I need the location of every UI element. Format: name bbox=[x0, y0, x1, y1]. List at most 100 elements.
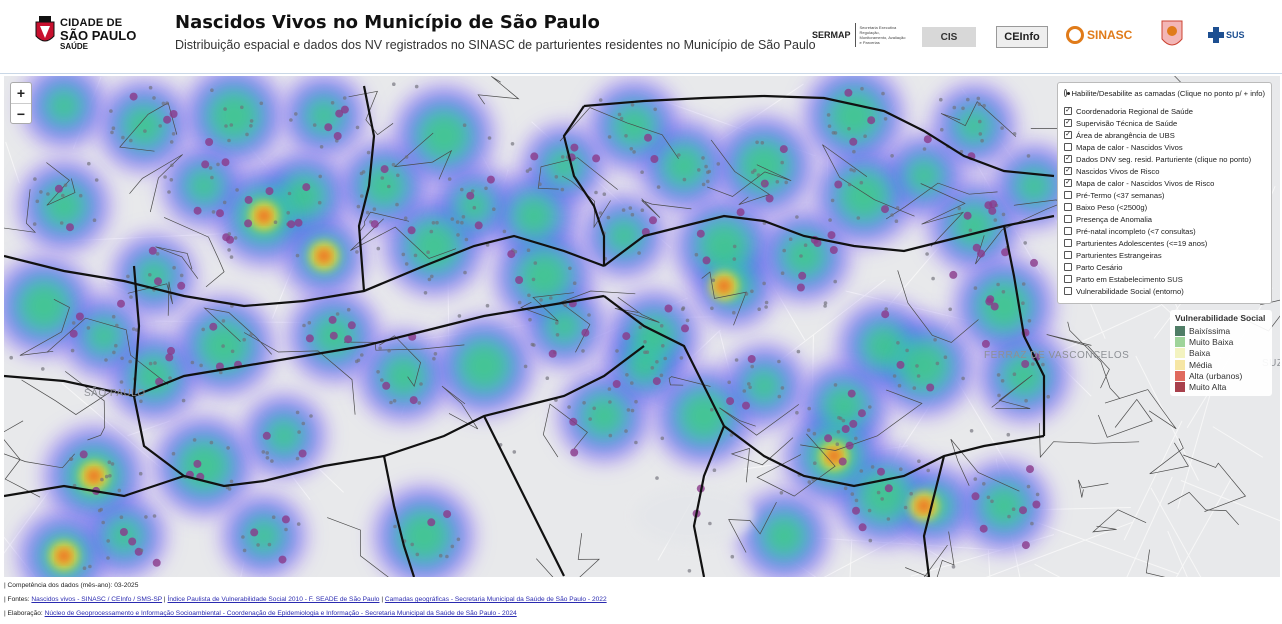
birth-point[interactable] bbox=[757, 307, 761, 311]
birth-point[interactable] bbox=[780, 160, 784, 165]
birth-point[interactable] bbox=[948, 307, 952, 312]
risk-birth-point[interactable] bbox=[702, 256, 711, 265]
birth-point[interactable] bbox=[849, 167, 853, 172]
birth-point[interactable] bbox=[199, 363, 203, 368]
risk-birth-point[interactable] bbox=[324, 123, 333, 132]
birth-point[interactable] bbox=[161, 101, 166, 106]
risk-birth-point[interactable] bbox=[333, 132, 342, 140]
birth-point[interactable] bbox=[461, 215, 466, 219]
risk-birth-point[interactable] bbox=[221, 158, 230, 167]
birth-point[interactable] bbox=[33, 177, 37, 181]
layer-checkbox[interactable] bbox=[1064, 287, 1072, 295]
birth-point[interactable] bbox=[659, 324, 664, 328]
birth-point[interactable] bbox=[734, 358, 739, 362]
birth-point[interactable] bbox=[905, 348, 909, 353]
birth-point[interactable] bbox=[926, 468, 930, 473]
birth-point[interactable] bbox=[114, 343, 118, 348]
birth-point[interactable] bbox=[594, 190, 598, 195]
birth-point[interactable] bbox=[287, 191, 292, 196]
regional-boundaries[interactable] bbox=[4, 85, 1055, 577]
risk-birth-point[interactable] bbox=[849, 137, 858, 146]
risk-birth-point[interactable] bbox=[287, 220, 296, 229]
layer-checkbox[interactable] bbox=[1064, 203, 1072, 211]
layer-checkbox[interactable]: ✓ bbox=[1064, 167, 1072, 175]
birth-point[interactable] bbox=[630, 212, 635, 217]
risk-birth-point[interactable] bbox=[466, 191, 475, 200]
risk-birth-point[interactable] bbox=[1030, 258, 1038, 267]
birth-point[interactable] bbox=[233, 236, 238, 240]
birth-point[interactable] bbox=[121, 135, 125, 140]
birth-point[interactable] bbox=[1000, 379, 1005, 383]
risk-birth-point[interactable] bbox=[370, 220, 379, 229]
birth-point[interactable] bbox=[653, 107, 657, 112]
birth-point[interactable] bbox=[513, 249, 518, 254]
risk-birth-point[interactable] bbox=[474, 221, 483, 230]
birth-point[interactable] bbox=[158, 124, 162, 128]
risk-birth-point[interactable] bbox=[515, 276, 524, 284]
birth-point[interactable] bbox=[993, 218, 998, 222]
birth-point[interactable] bbox=[319, 145, 324, 149]
birth-point[interactable] bbox=[487, 136, 492, 140]
risk-birth-point[interactable] bbox=[305, 334, 314, 343]
risk-birth-point[interactable] bbox=[265, 187, 274, 196]
risk-birth-point[interactable] bbox=[193, 206, 202, 215]
layer-item[interactable]: Parto em Estabelecimento SUS bbox=[1064, 273, 1265, 285]
risk-birth-point[interactable] bbox=[881, 310, 890, 319]
birth-point[interactable] bbox=[799, 254, 803, 258]
risk-birth-point[interactable] bbox=[726, 397, 735, 406]
birth-point[interactable] bbox=[171, 451, 176, 456]
risk-birth-point[interactable] bbox=[981, 339, 990, 348]
layer-item[interactable]: Baixo Peso (<2500g) bbox=[1064, 201, 1265, 213]
birth-point[interactable] bbox=[152, 96, 156, 100]
layers-toggle-all[interactable]: Habilite/Desabilite as camadas (Clique n… bbox=[1064, 87, 1265, 99]
birth-point[interactable] bbox=[750, 289, 754, 294]
birth-point[interactable] bbox=[560, 187, 565, 192]
birth-point[interactable] bbox=[208, 166, 213, 170]
birth-point[interactable] bbox=[410, 542, 415, 547]
birth-point[interactable] bbox=[460, 187, 464, 192]
birth-point[interactable] bbox=[330, 101, 335, 105]
birth-point[interactable] bbox=[32, 222, 37, 226]
birth-point[interactable] bbox=[742, 389, 747, 393]
birth-point[interactable] bbox=[41, 367, 45, 371]
birth-point[interactable] bbox=[806, 428, 811, 433]
birth-point[interactable] bbox=[621, 208, 626, 212]
birth-point[interactable] bbox=[780, 386, 785, 390]
birth-point[interactable] bbox=[528, 317, 532, 322]
risk-birth-point[interactable] bbox=[988, 206, 997, 215]
birth-point[interactable] bbox=[961, 376, 965, 381]
birth-point[interactable] bbox=[560, 155, 565, 159]
layer-checkbox[interactable] bbox=[1064, 275, 1072, 283]
risk-birth-point[interactable] bbox=[407, 226, 416, 235]
birth-point[interactable] bbox=[249, 124, 253, 128]
zoom-in-button[interactable]: + bbox=[16, 85, 26, 101]
risk-birth-point[interactable] bbox=[652, 377, 661, 386]
risk-birth-point[interactable] bbox=[281, 515, 290, 524]
risk-birth-point[interactable] bbox=[79, 450, 88, 459]
birth-point[interactable] bbox=[712, 468, 717, 473]
birth-point[interactable] bbox=[706, 179, 710, 184]
risk-birth-point[interactable] bbox=[845, 441, 854, 450]
birth-point[interactable] bbox=[525, 169, 530, 173]
birth-point[interactable] bbox=[392, 399, 397, 403]
birth-point[interactable] bbox=[110, 462, 115, 466]
birth-point[interactable] bbox=[545, 376, 550, 381]
birth-point[interactable] bbox=[492, 207, 496, 211]
birth-point[interactable] bbox=[110, 130, 114, 135]
birth-point[interactable] bbox=[415, 552, 420, 557]
risk-birth-point[interactable] bbox=[979, 524, 988, 533]
birth-point[interactable] bbox=[392, 82, 396, 86]
birth-point[interactable] bbox=[795, 410, 799, 415]
birth-point[interactable] bbox=[227, 138, 231, 143]
risk-birth-point[interactable] bbox=[380, 165, 389, 174]
birth-point[interactable] bbox=[608, 433, 613, 438]
dnv-points[interactable] bbox=[9, 82, 1050, 573]
birth-point[interactable] bbox=[624, 429, 628, 433]
birth-point[interactable] bbox=[655, 476, 659, 480]
birth-point[interactable] bbox=[224, 124, 228, 128]
risk-birth-point[interactable] bbox=[984, 201, 993, 210]
birth-point[interactable] bbox=[167, 190, 171, 194]
risk-birth-point[interactable] bbox=[129, 92, 138, 101]
risk-birth-point[interactable] bbox=[798, 271, 807, 280]
risk-birth-point[interactable] bbox=[926, 383, 935, 392]
